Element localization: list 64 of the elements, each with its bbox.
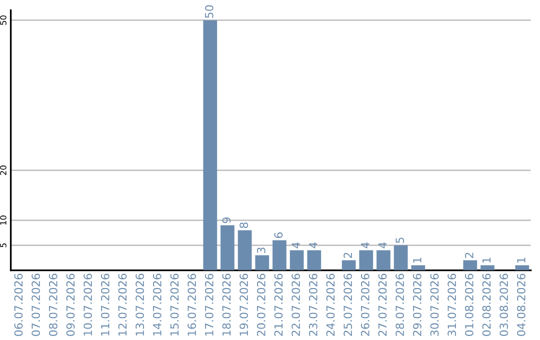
x-tick-label: 21.07.2026 bbox=[274, 274, 283, 336]
bar bbox=[255, 255, 270, 270]
x-tick-label: 29.07.2026 bbox=[412, 274, 422, 336]
x-tick-label: 26.07.2026 bbox=[360, 274, 370, 336]
data-label: 5 bbox=[396, 238, 404, 243]
y-tick-label: 50 bbox=[0, 15, 6, 25]
x-tick-label: 15.07.2026 bbox=[170, 274, 179, 336]
data-label: 2 bbox=[464, 252, 474, 258]
x-tick-label: 02.08.2026 bbox=[482, 274, 491, 336]
bar bbox=[359, 250, 374, 270]
x-tick-label: 04.08.2026 bbox=[516, 274, 526, 336]
data-label: 3 bbox=[256, 248, 266, 253]
bar bbox=[342, 260, 356, 270]
x-tick-label: 12.07.2026 bbox=[118, 274, 127, 336]
x-tick-label: 10.07.2026 bbox=[84, 274, 92, 336]
x-tick-label: 14.07.2026 bbox=[152, 274, 162, 336]
y-tick-label: 20 bbox=[0, 166, 6, 175]
x-tick-label: 16.07.2026 bbox=[188, 274, 196, 336]
data-label: 4 bbox=[309, 242, 318, 248]
x-tick-label: 18.07.2026 bbox=[222, 274, 231, 336]
data-label: 1 bbox=[482, 258, 491, 263]
data-label: 4 bbox=[378, 242, 387, 248]
x-tick-label: 31.07.2026 bbox=[448, 274, 456, 336]
data-label: 4 bbox=[292, 242, 300, 248]
x-tick-label: 17.07.2026 bbox=[204, 274, 214, 336]
x-tick-label: 20.07.2026 bbox=[256, 274, 266, 336]
x-tick-label: 27.07.2026 bbox=[378, 274, 387, 336]
x-tick-label: 06.07.2026 bbox=[14, 274, 23, 336]
bar bbox=[515, 265, 530, 270]
data-label: 1 bbox=[517, 258, 526, 263]
x-tick-label: 28.07.2026 bbox=[396, 274, 404, 336]
x-tick-label: 07.07.2026 bbox=[32, 274, 40, 336]
y-tick-label: 5 bbox=[0, 243, 6, 248]
data-label: 1 bbox=[413, 258, 422, 263]
x-tick-label: 13.07.2026 bbox=[136, 274, 144, 336]
data-label: 9 bbox=[222, 217, 231, 224]
x-tick-label: 24.07.2026 bbox=[326, 274, 335, 336]
bar bbox=[307, 250, 322, 270]
y-tick-label: 10 bbox=[0, 216, 6, 225]
x-tick-label: 25.07.2026 bbox=[344, 274, 352, 336]
bar bbox=[238, 230, 252, 270]
data-label: 50 bbox=[204, 5, 214, 18]
x-tick-label: 03.08.2026 bbox=[500, 274, 508, 336]
bar bbox=[272, 240, 286, 270]
bar bbox=[290, 250, 304, 270]
x-tick-label: 08.07.2026 bbox=[48, 274, 58, 336]
bar bbox=[480, 265, 494, 270]
x-tick-label: 22.07.2026 bbox=[292, 274, 300, 336]
data-label: 4 bbox=[361, 242, 370, 248]
bar bbox=[203, 20, 218, 270]
bar bbox=[220, 225, 234, 270]
data-label: 6 bbox=[274, 232, 283, 238]
bar bbox=[376, 250, 390, 270]
bar bbox=[411, 265, 426, 270]
x-tick-label: 09.07.2026 bbox=[66, 274, 75, 336]
data-label: 8 bbox=[240, 222, 248, 228]
x-tick-label: 23.07.2026 bbox=[308, 274, 318, 336]
data-label: 2 bbox=[344, 252, 352, 258]
x-tick-label: 11.07.2026 bbox=[100, 274, 110, 336]
bar bbox=[394, 245, 408, 270]
bar bbox=[463, 260, 478, 270]
x-tick-label: 01.08.2026 bbox=[464, 274, 474, 336]
x-tick-label: 19.07.2026 bbox=[240, 274, 248, 336]
x-tick-label: 30.07.2026 bbox=[430, 274, 439, 336]
